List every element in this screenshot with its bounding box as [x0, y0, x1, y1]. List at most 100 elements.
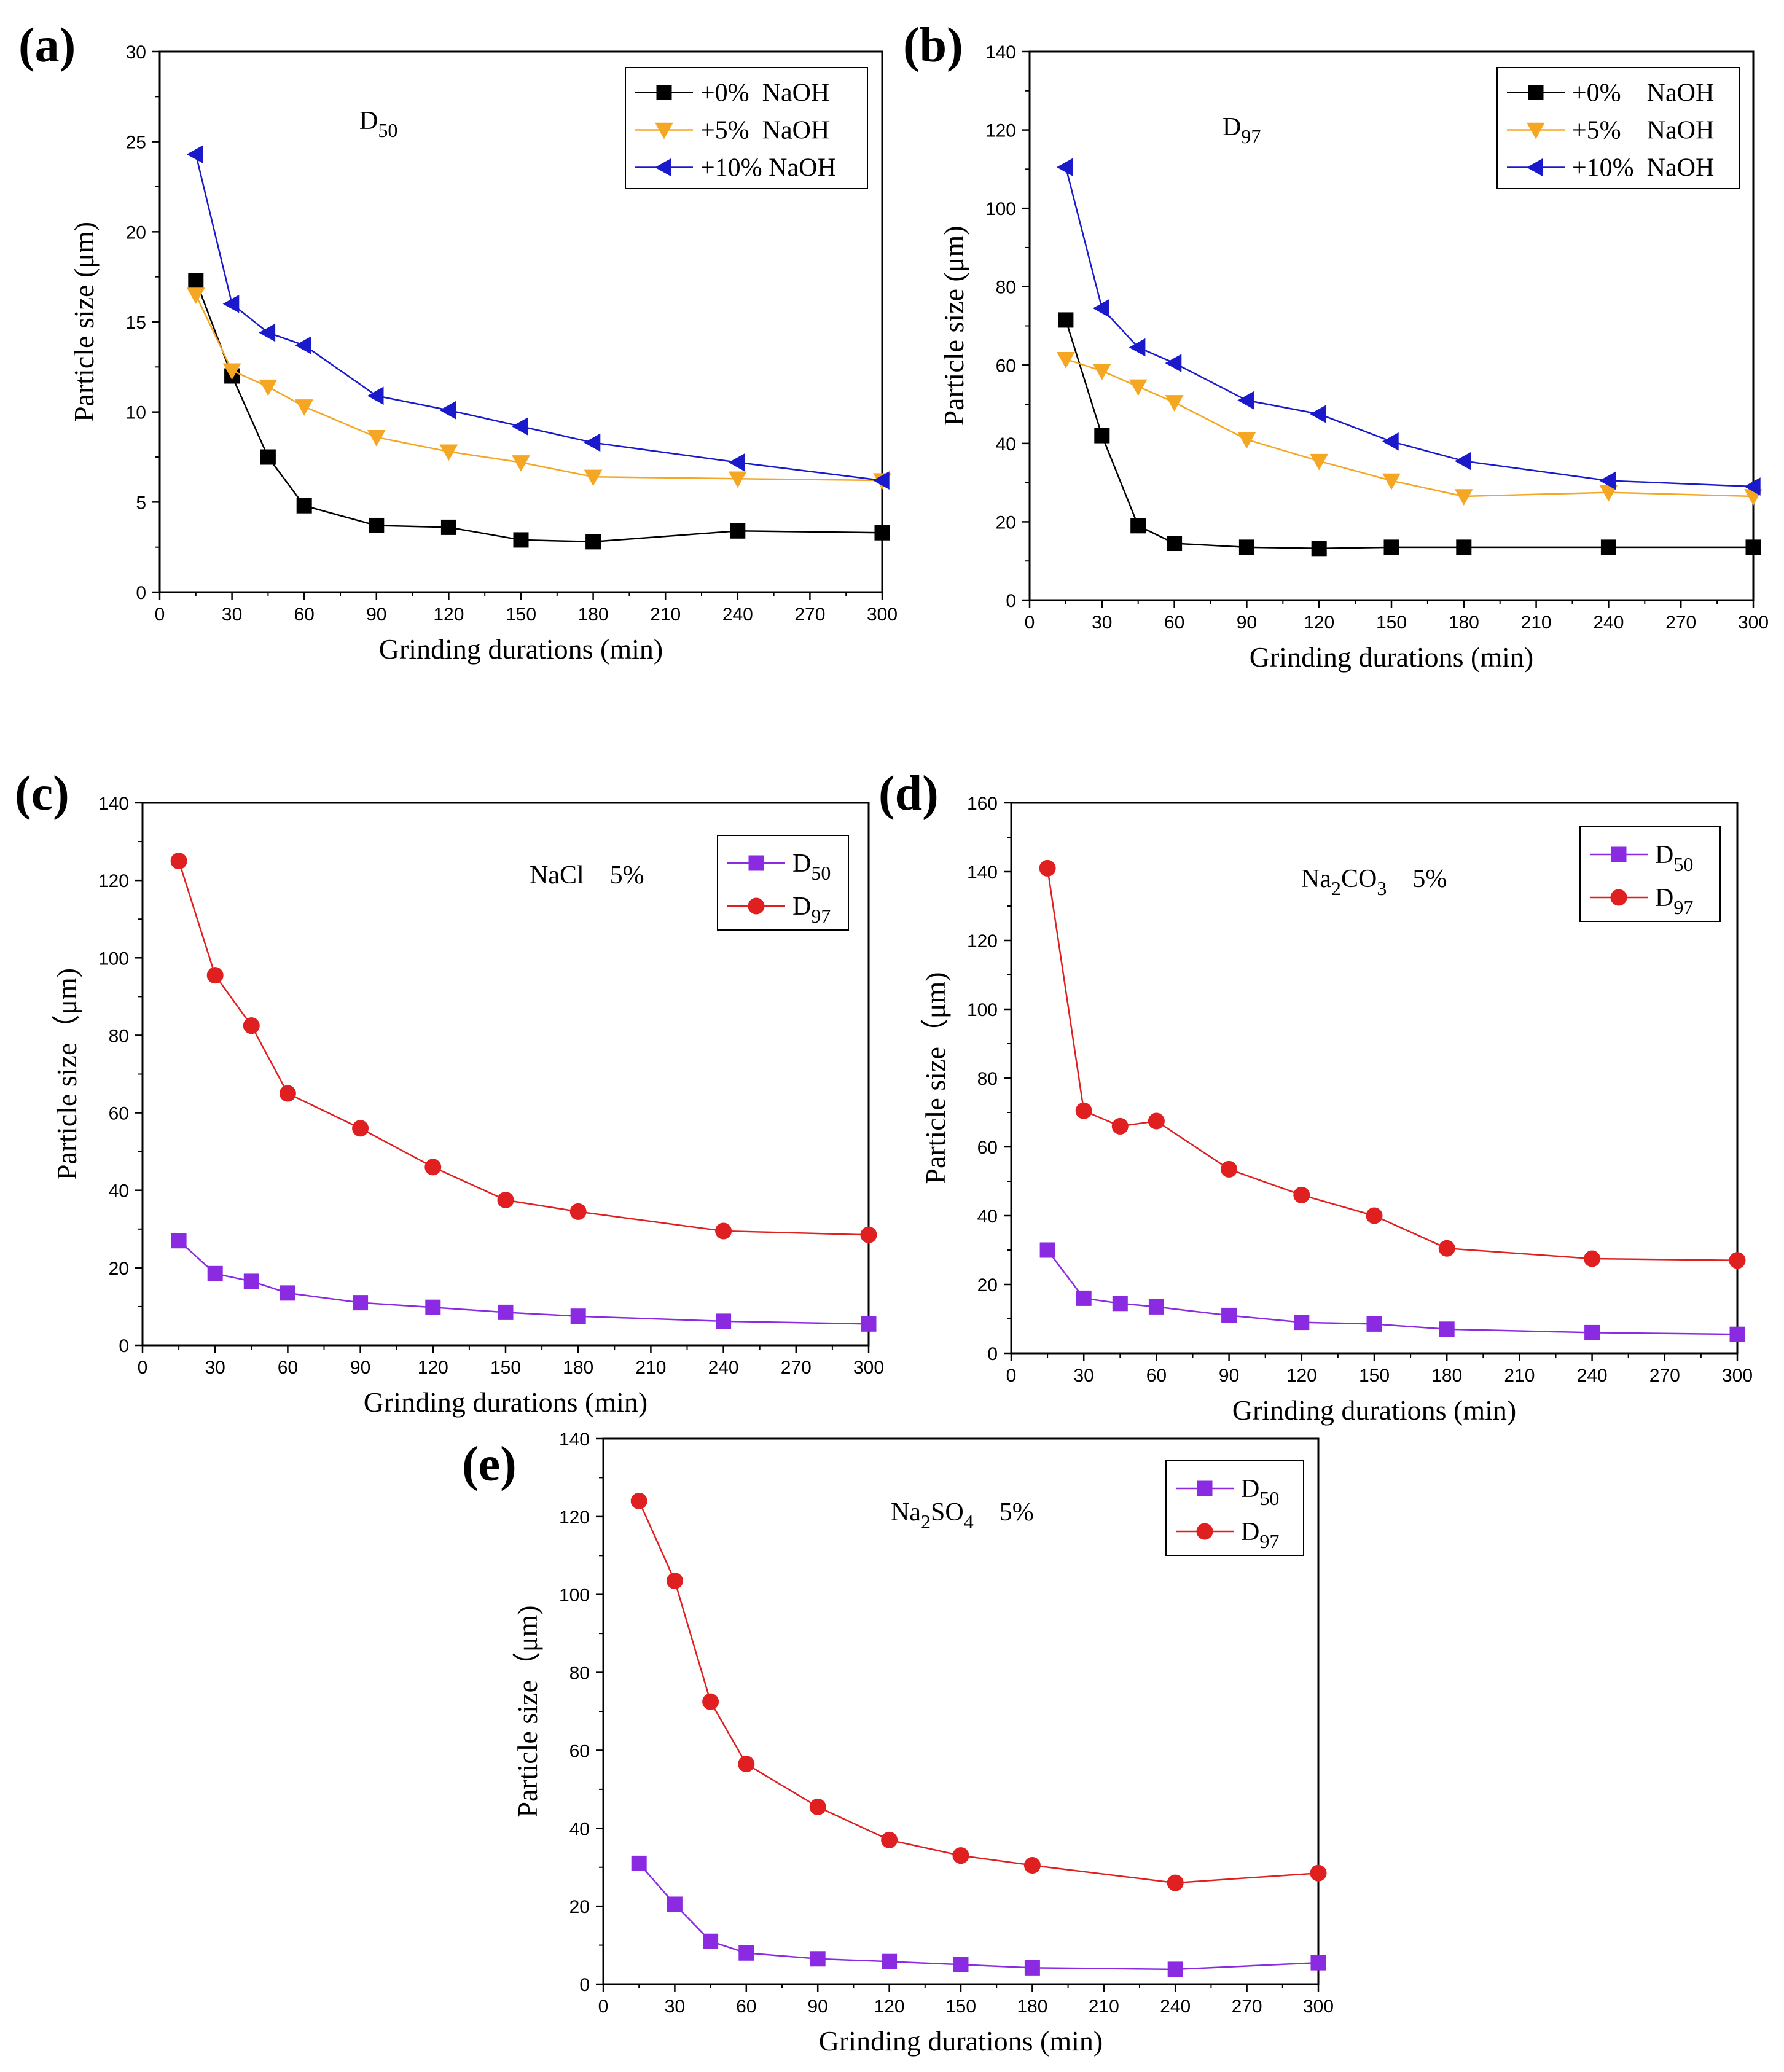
- y-tick-label: 20: [977, 1275, 998, 1296]
- data-point: [1438, 1240, 1455, 1257]
- data-point: [512, 455, 530, 472]
- data-point: [1056, 158, 1073, 177]
- x-axis-title: Grinding durations (min): [1232, 1394, 1517, 1426]
- y-tick-label: 80: [977, 1069, 998, 1089]
- y-tick-label: 40: [569, 1819, 590, 1839]
- data-point: [259, 323, 276, 342]
- x-tick-label: 180: [1449, 612, 1479, 633]
- legend: +0% NaOH +5% NaOH +10% NaOH: [625, 67, 868, 189]
- legend-marker: [748, 855, 764, 871]
- x-tick-label: 0: [1006, 1366, 1017, 1386]
- x-tick-label: 120: [874, 1996, 905, 2017]
- y-axis-title: Particle size（μm): [512, 1605, 543, 1817]
- data-point: [170, 853, 187, 870]
- data-point: [730, 523, 746, 539]
- y-tick-label: 10: [126, 403, 146, 423]
- y-tick-label: 0: [1006, 591, 1016, 611]
- data-point: [1221, 1160, 1238, 1178]
- data-point: [1111, 1117, 1129, 1135]
- y-tick-label: 120: [559, 1507, 590, 1528]
- y-tick-label: 140: [559, 1429, 590, 1450]
- x-tick-label: 210: [635, 1358, 666, 1378]
- data-point: [1745, 539, 1761, 555]
- x-tick-label: 30: [205, 1358, 225, 1378]
- data-point: [728, 453, 745, 472]
- series-line: [178, 1240, 869, 1325]
- data-point: [738, 1945, 754, 1961]
- data-point: [1039, 1242, 1055, 1258]
- data-point: [667, 1896, 683, 1912]
- y-tick-label: 60: [109, 1104, 129, 1124]
- legend-box: [1165, 1460, 1304, 1556]
- x-axis-title: Grinding durations (min): [1250, 641, 1534, 673]
- y-tick-label: 40: [977, 1206, 998, 1227]
- x-tick-label: 300: [1738, 612, 1769, 633]
- series-3: [1056, 158, 1761, 496]
- x-tick-label: 30: [665, 1996, 685, 2017]
- data-point: [367, 386, 384, 405]
- x-tick-label: 210: [1089, 1996, 1119, 2017]
- data-point: [1112, 1296, 1128, 1312]
- data-point: [952, 1847, 969, 1864]
- data-point: [1237, 432, 1256, 449]
- data-point: [860, 1226, 877, 1243]
- y-tick-label: 40: [109, 1181, 129, 1202]
- series-2: [1057, 352, 1762, 506]
- x-tick-label: 30: [1074, 1366, 1094, 1386]
- data-point: [585, 534, 601, 550]
- y-tick-label: 0: [136, 583, 146, 603]
- data-point: [222, 363, 241, 380]
- panel-label: (e): [462, 1437, 517, 1491]
- x-tick-label: 180: [1017, 1996, 1047, 2017]
- data-point: [1165, 395, 1184, 412]
- data-point: [171, 1233, 187, 1249]
- legend-marker: [656, 85, 672, 100]
- data-point: [513, 532, 529, 548]
- y-tick-label: 160: [967, 794, 998, 814]
- legend-label: +5% NaOH: [1572, 117, 1714, 145]
- x-tick-label: 240: [722, 604, 753, 625]
- data-point: [439, 401, 456, 420]
- legend-label-main: D: [1655, 884, 1673, 912]
- x-tick-label: 150: [945, 1996, 976, 2017]
- annotation: D50: [359, 107, 397, 141]
- legend-marker: [1611, 846, 1627, 862]
- x-tick-label: 300: [1722, 1366, 1753, 1386]
- series-line: [178, 861, 869, 1236]
- series-3: [186, 145, 890, 490]
- x-tick-label: 120: [433, 604, 464, 625]
- data-point: [1039, 859, 1056, 877]
- data-point: [1366, 1316, 1382, 1332]
- data-point: [716, 1313, 732, 1329]
- x-tick-label: 240: [1577, 1366, 1608, 1386]
- y-tick-label: 140: [967, 862, 998, 883]
- y-axis-title: Particle size（μm): [920, 972, 951, 1184]
- annotation-subscript2: 4: [964, 1511, 974, 1533]
- y-tick-label: 120: [98, 871, 129, 891]
- data-point: [631, 1855, 647, 1871]
- x-tick-label: 30: [1092, 612, 1112, 633]
- data-point: [295, 336, 311, 354]
- data-point: [1310, 405, 1326, 423]
- data-point: [1092, 364, 1111, 380]
- data-point: [1148, 1112, 1165, 1130]
- y-tick-label: 80: [109, 1026, 129, 1046]
- x-tick-label: 60: [736, 1996, 756, 2017]
- data-point: [881, 1831, 898, 1848]
- x-tick-label: 240: [1160, 1996, 1191, 2017]
- data-point: [703, 1933, 719, 1949]
- y-axis-title: Particle size (μm): [938, 225, 969, 426]
- y-tick-label: 20: [126, 222, 146, 243]
- legend-box: [717, 835, 849, 931]
- data-point: [296, 498, 312, 514]
- chart-panel-5: 0 30 60 90 120 150 180 210 240 270 300 0 20 40 60 80 100…: [462, 1429, 1334, 2057]
- x-tick-label: 90: [366, 604, 386, 625]
- y-axis-title: Particle size（μm): [51, 968, 82, 1180]
- legend-label-main: D: [792, 850, 811, 878]
- data-point: [874, 525, 890, 541]
- series-line: [1065, 319, 1753, 550]
- y-tick-label: 0: [987, 1344, 998, 1364]
- legend-label: D50: [1655, 841, 1693, 875]
- data-point: [206, 967, 224, 984]
